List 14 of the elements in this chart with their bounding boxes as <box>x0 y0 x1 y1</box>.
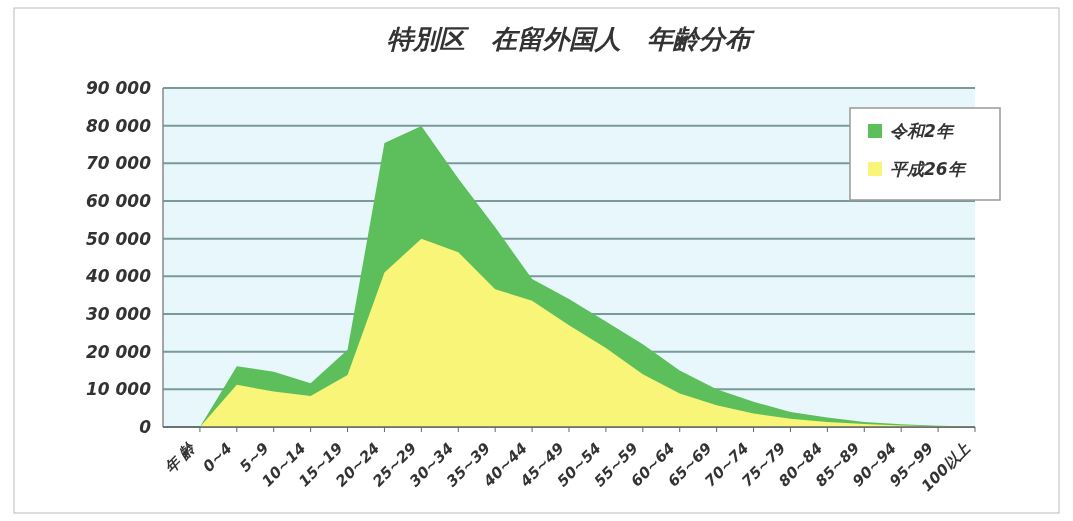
y-tick-label: 30 000 <box>85 304 152 324</box>
legend-label: 令和2年 <box>890 121 955 141</box>
y-tick-label: 50 000 <box>85 228 152 249</box>
chart-title: 特別区 在留外国人 年齢分布 <box>387 24 755 54</box>
y-tick-label: 60 000 <box>85 191 152 211</box>
y-tick-label: 80 000 <box>85 115 152 136</box>
y-tick-label: 0 <box>139 417 152 437</box>
y-tick-label: 10 000 <box>85 379 152 400</box>
y-tick-label: 90 000 <box>85 78 152 98</box>
legend-label: 平成26年 <box>890 159 967 179</box>
y-tick-label: 70 000 <box>85 153 152 174</box>
x-tick-label: 年 齢 <box>161 437 201 477</box>
y-tick-label: 20 000 <box>85 341 152 362</box>
y-tick-label: 40 000 <box>84 266 152 287</box>
